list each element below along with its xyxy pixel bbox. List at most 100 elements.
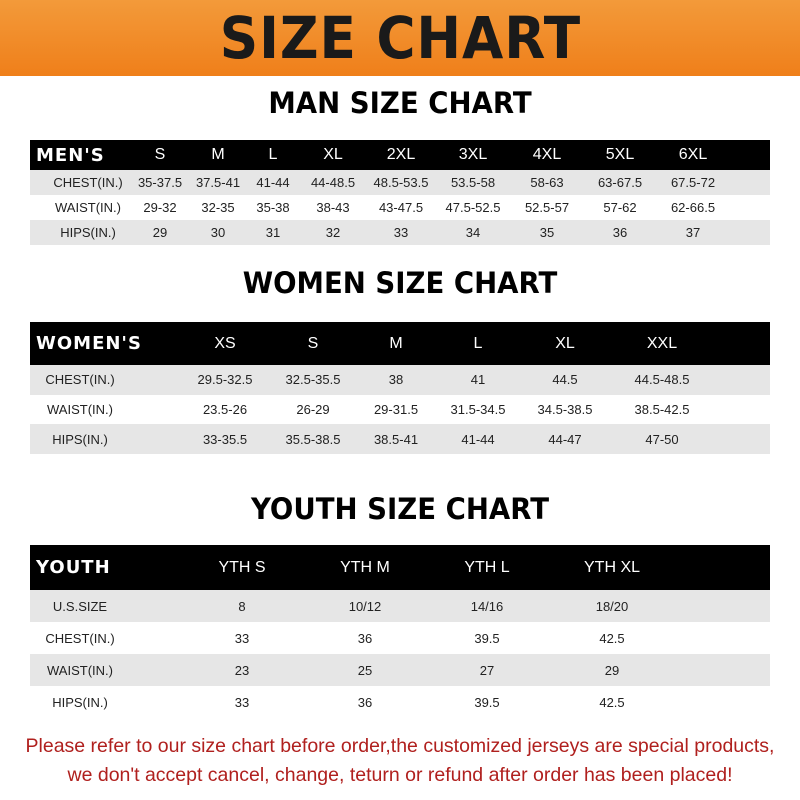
- table-cell: 35-38: [256, 200, 290, 215]
- table-cell: 32-35: [201, 200, 235, 215]
- table-row: WAIST(IN.) 23.5-26 26-29 29-31.5 31.5-34.5 34…: [30, 394, 770, 425]
- table-row: WAIST(IN.) 29-32 32-35 35-38 38-43 43-47.5 47.…: [30, 195, 770, 220]
- table-cell: XL: [323, 146, 343, 163]
- table-cell: 37: [685, 225, 701, 240]
- table-cell: 33: [234, 694, 250, 710]
- table-cell: 37.5-41: [195, 175, 241, 190]
- table-cell: 29: [152, 225, 168, 240]
- table-cell: 23: [234, 662, 250, 678]
- table-cell: 10/12: [348, 598, 382, 614]
- table-cell: 57-62: [603, 200, 637, 215]
- table-cell: 47.5-52.5: [445, 200, 501, 215]
- table-cell: M: [211, 146, 225, 163]
- table-cell: 41-44: [256, 175, 290, 190]
- table-header-row: MEN'S S M L XL 2XL 3XL 4XL 5XL 6XL: [30, 140, 770, 170]
- table-row: WAIST(IN.) 23 25 27 29: [30, 654, 770, 686]
- row-label: HIPS(IN.): [52, 694, 108, 710]
- table-cell: 3XL: [458, 146, 488, 163]
- table-cell: L: [268, 146, 278, 163]
- table-cell: 23.5-26: [202, 402, 248, 418]
- table-cell: 26-29: [296, 402, 330, 418]
- row-label: WAIST(IN.): [47, 402, 113, 418]
- table-cell: 58-63: [530, 175, 564, 190]
- table-cell: S: [307, 334, 319, 352]
- size-chart-banner: SIZE CHART: [0, 0, 800, 76]
- table-cell: 33-35.5: [202, 431, 248, 447]
- table-cell: 25: [357, 662, 373, 678]
- table-cell: 42.5: [599, 694, 625, 710]
- table-header-row: WOMEN'S XS S M L XL XXL: [30, 322, 770, 365]
- table-cell: L: [473, 334, 483, 352]
- table-cell: 29.5-32.5: [197, 372, 253, 388]
- table-cell: YTH XL: [583, 558, 641, 576]
- row-label: U.S.SIZE: [52, 598, 108, 614]
- table-cell: 42.5: [599, 630, 625, 646]
- row-label: WAIST(IN.): [47, 662, 113, 678]
- page-title: SIZE CHART: [219, 4, 581, 72]
- table-cell: 32: [325, 225, 341, 240]
- table-cell: 38-43: [316, 200, 350, 215]
- table-cell: 34.5-38.5: [537, 402, 593, 418]
- table-cell: XL: [555, 334, 575, 352]
- table-cell: 27: [479, 662, 495, 678]
- row-label: WAIST(IN.): [55, 200, 121, 215]
- table-row: HIPS(IN.) 29 30 31 32 33 34 35 36 37: [30, 220, 770, 245]
- row-label: CHEST(IN.): [53, 175, 123, 190]
- table-cell: 18/20: [595, 598, 629, 614]
- table-cell: 36: [357, 630, 373, 646]
- table-cell: 44.5-48.5: [634, 372, 690, 388]
- table-cell: 34: [465, 225, 481, 240]
- footer-notice-line-1: Please refer to our size chart before or…: [25, 735, 775, 757]
- table-cell: 33: [234, 630, 250, 646]
- table-cell: 44-47: [548, 431, 582, 447]
- table-cell: 33: [393, 225, 409, 240]
- table-cell: 14/16: [470, 598, 504, 614]
- men-size-table: MEN'S S M L XL 2XL 3XL 4XL 5XL 6XL CHEST(IN.) 35-37…: [30, 140, 770, 245]
- table-row: CHEST(IN.) 29.5-32.5 32.5-35.5 38 41 44.5 44.5…: [30, 365, 770, 395]
- table-cell: XXL: [646, 334, 678, 352]
- table-cell: 38: [388, 372, 404, 388]
- table-cell: 4XL: [532, 146, 562, 163]
- table-cell: YTH S: [218, 558, 266, 576]
- table-cell: 53.5-58: [450, 175, 496, 190]
- table-cell: 48.5-53.5: [373, 175, 429, 190]
- table-row: CHEST(IN.) 33 36 39.5 42.5: [30, 622, 770, 654]
- men-section-title: MAN SIZE CHART: [268, 86, 532, 120]
- table-cell: 32.5-35.5: [285, 372, 341, 388]
- table-cell: 39.5: [474, 694, 500, 710]
- youth-size-table: YOUTH YTH S YTH M YTH L YTH XL U.S.SIZE 8 10/12…: [30, 545, 770, 718]
- table-cell: M: [389, 334, 403, 352]
- row-label: WOMEN'S: [36, 333, 142, 354]
- table-cell: 29-32: [143, 200, 177, 215]
- table-cell: YTH M: [340, 558, 390, 576]
- table-row: HIPS(IN.) 33 36 39.5 42.5: [30, 686, 770, 718]
- table-cell: 47-50: [645, 431, 679, 447]
- table-cell: 63-67.5: [597, 175, 643, 190]
- row-label: MEN'S: [36, 144, 105, 166]
- table-row: HIPS(IN.) 33-35.5 35.5-38.5 38.5-41 41-44 44-…: [30, 424, 770, 455]
- table-cell: 39.5: [474, 630, 500, 646]
- table-cell: 35.5-38.5: [285, 431, 341, 447]
- table-cell: 67.5-72: [670, 175, 716, 190]
- table-cell: 36: [357, 694, 373, 710]
- table-cell: 44-48.5: [310, 175, 356, 190]
- row-label: CHEST(IN.): [45, 630, 115, 646]
- table-cell: 52.5-57: [524, 200, 570, 215]
- table-cell: 62-66.5: [670, 200, 716, 215]
- table-cell: 6XL: [678, 146, 708, 163]
- table-cell: 38.5-41: [373, 431, 419, 447]
- women-size-table: WOMEN'S XS S M L XL XXL CHEST(IN.) 29.5-32.5 32.5…: [30, 322, 770, 455]
- table-cell: YTH L: [464, 558, 510, 576]
- table-cell: 36: [612, 225, 628, 240]
- row-label: CHEST(IN.): [45, 372, 115, 388]
- youth-section-title: YOUTH SIZE CHART: [250, 492, 550, 526]
- row-label: HIPS(IN.): [52, 431, 108, 447]
- table-cell: 29-31.5: [373, 402, 419, 418]
- table-cell: 35: [539, 225, 555, 240]
- table-cell: 31: [265, 225, 281, 240]
- footer-notice-line-2: we don't accept cancel, change, teturn o…: [67, 764, 733, 786]
- table-cell: XS: [214, 334, 236, 352]
- table-cell: 43-47.5: [378, 200, 424, 215]
- table-cell: 31.5-34.5: [450, 402, 506, 418]
- table-cell: 38.5-42.5: [634, 402, 690, 418]
